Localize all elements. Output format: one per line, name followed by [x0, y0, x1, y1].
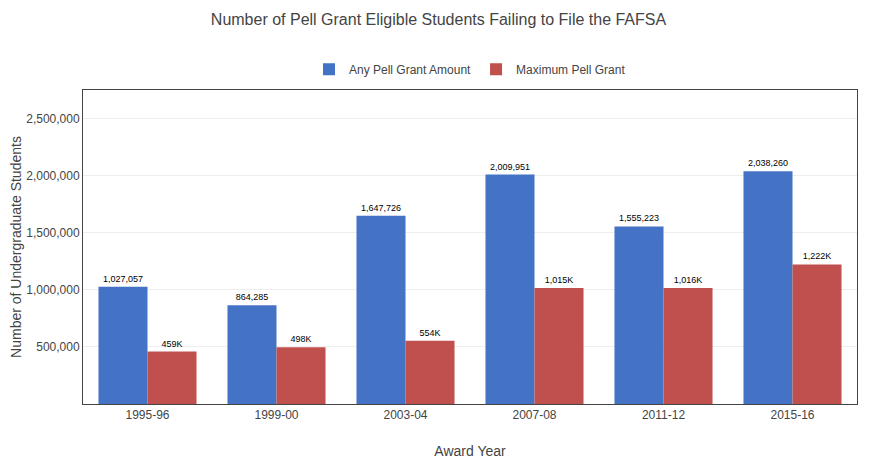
svg-text:Award Year: Award Year — [434, 443, 506, 459]
svg-text:2,038,260: 2,038,260 — [748, 158, 788, 168]
svg-text:1,000,000: 1,000,000 — [26, 283, 80, 297]
svg-text:1,500,000: 1,500,000 — [26, 226, 80, 240]
svg-text:1,015K: 1,015K — [545, 275, 574, 285]
svg-text:554K: 554K — [419, 328, 440, 338]
svg-text:Maximum Pell Grant: Maximum Pell Grant — [516, 63, 625, 77]
svg-text:1,222K: 1,222K — [803, 251, 832, 261]
svg-text:2,009,951: 2,009,951 — [490, 162, 530, 172]
svg-text:Any Pell Grant Amount: Any Pell Grant Amount — [349, 63, 471, 77]
svg-text:Number of Undergraduate Studen: Number of Undergraduate Students — [8, 136, 24, 358]
svg-text:500,000: 500,000 — [36, 340, 80, 354]
svg-text:864,285: 864,285 — [236, 292, 269, 302]
svg-text:1,016K: 1,016K — [674, 275, 703, 285]
svg-text:2015-16: 2015-16 — [770, 408, 814, 422]
svg-text:Number of Pell Grant Eligible: Number of Pell Grant Eligible Students F… — [211, 11, 667, 28]
svg-text:2,500,000: 2,500,000 — [26, 112, 80, 126]
svg-text:1,647,726: 1,647,726 — [361, 203, 401, 213]
svg-text:2011-12: 2011-12 — [642, 408, 685, 422]
svg-text:2003-04: 2003-04 — [383, 408, 427, 422]
svg-text:1,027,057: 1,027,057 — [103, 274, 143, 284]
svg-text:2007-08: 2007-08 — [512, 408, 556, 422]
svg-text:1995-96: 1995-96 — [125, 408, 169, 422]
svg-text:498K: 498K — [290, 334, 311, 344]
svg-text:1999-00: 1999-00 — [254, 408, 298, 422]
svg-text:459K: 459K — [161, 339, 182, 349]
svg-text:1,555,223: 1,555,223 — [619, 213, 659, 223]
svg-text:2,000,000: 2,000,000 — [26, 169, 80, 183]
